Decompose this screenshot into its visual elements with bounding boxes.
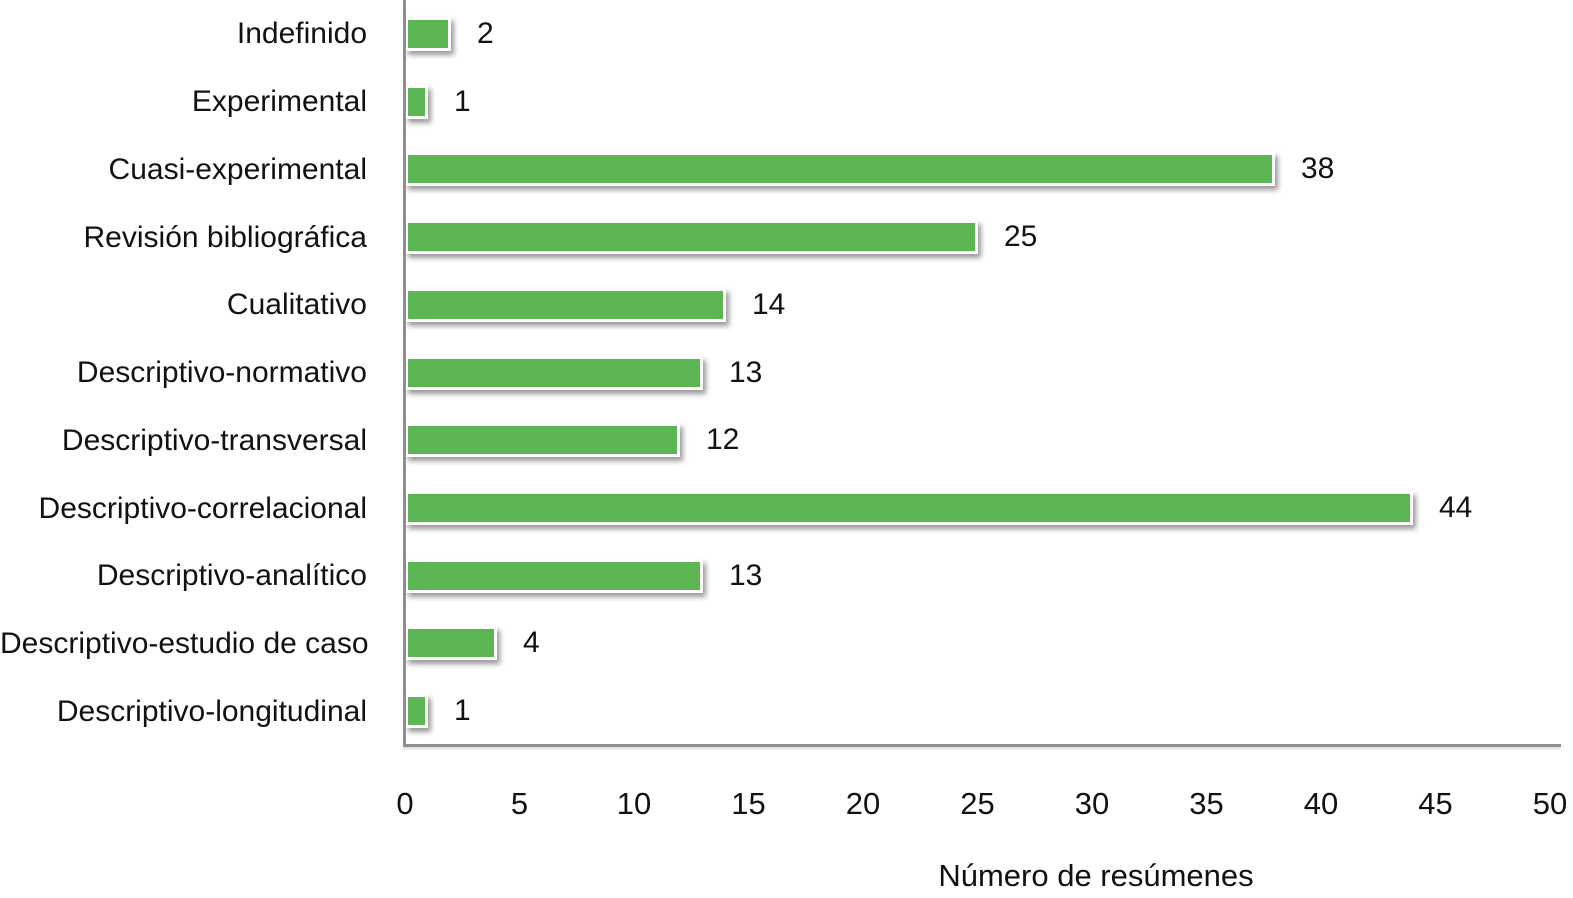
- x-tick-label: 25: [960, 786, 995, 821]
- bar: [405, 626, 497, 661]
- x-tick-label: 5: [510, 786, 529, 821]
- y-axis-line: [403, 0, 406, 747]
- bar: [405, 423, 680, 458]
- bar-track: 14: [405, 271, 1573, 339]
- category-label: Descriptivo-transversal: [61, 423, 367, 457]
- category-label: Indefinido: [236, 17, 367, 51]
- bar-track: 2: [405, 0, 1573, 68]
- category-label: Descriptivo-estudio de caso: [0, 626, 369, 660]
- x-tick-label: 35: [1189, 786, 1224, 821]
- bar-row: Cuasi-experimental 38: [0, 135, 1573, 203]
- category-label: Descriptivo-analítico: [96, 559, 367, 593]
- value-label: 13: [729, 558, 763, 592]
- x-axis-ticks: 0 5 10 15 20 25 30 35 40 45 50: [0, 786, 1573, 826]
- value-label: 38: [1301, 152, 1335, 186]
- category-label: Experimental: [191, 85, 367, 119]
- value-label: 12: [706, 423, 740, 457]
- value-label: 44: [1439, 491, 1473, 524]
- bar: [405, 84, 428, 119]
- chart-rows: Indefinido 2 Experimental 1 Cuasi-experiment…: [0, 0, 1573, 745]
- x-tick-label: 50: [1532, 786, 1568, 821]
- x-tick-label: 40: [1303, 786, 1339, 821]
- bar: [405, 491, 1413, 525]
- category-label: Cualitativo: [226, 288, 367, 322]
- bar-row: Descriptivo-correlacional 44: [0, 474, 1573, 542]
- x-tick-label: 10: [616, 786, 652, 821]
- bar: [405, 220, 978, 255]
- bar-row: Descriptivo-analítico 13: [0, 542, 1573, 610]
- bar-track: 25: [405, 203, 1573, 271]
- value-label: 13: [729, 355, 763, 389]
- category-label: Revisión bibliográfica: [83, 220, 367, 254]
- bar-row: Descriptivo-longitudinal 1: [0, 677, 1573, 745]
- category-label: Descriptivo-normativo: [76, 356, 367, 390]
- value-label: 25: [1004, 220, 1038, 254]
- bar: [405, 287, 726, 322]
- bar-track: 38: [405, 135, 1573, 203]
- x-axis-line: [403, 744, 1561, 747]
- bar-row: Descriptivo-estudio de caso 4: [0, 610, 1573, 678]
- x-tick-label: 30: [1074, 786, 1110, 821]
- bar-row: Cualitativo 14: [0, 271, 1573, 339]
- value-label: 1: [454, 84, 471, 118]
- value-label: 14: [752, 287, 786, 321]
- bar: [405, 355, 703, 390]
- bar-row: Indefinido 2: [0, 0, 1573, 68]
- bar: [405, 694, 428, 729]
- bar-track: 4: [405, 610, 1573, 678]
- bar-row: Descriptivo-transversal 12: [0, 406, 1573, 474]
- bar-track: 12: [405, 406, 1573, 474]
- x-tick-label: 20: [845, 786, 881, 821]
- bar: [405, 16, 451, 51]
- bar: [405, 558, 703, 593]
- value-label: 2: [477, 16, 494, 50]
- bar-track: 44: [405, 474, 1573, 542]
- bar-track: 1: [405, 68, 1573, 136]
- bar: [405, 152, 1275, 187]
- bar-row: Experimental 1: [0, 68, 1573, 136]
- x-tick-label: 45: [1418, 786, 1453, 821]
- category-label: Descriptivo-longitudinal: [56, 694, 367, 728]
- bar-row: Revisión bibliográfica 25: [0, 203, 1573, 271]
- category-label: Descriptivo-correlacional: [38, 491, 367, 525]
- x-axis-title: Número de resúmenes: [938, 858, 1254, 893]
- x-tick-label: 15: [731, 786, 766, 821]
- bar-row: Descriptivo-normativo 13: [0, 339, 1573, 407]
- bar-track: 13: [405, 542, 1573, 610]
- value-label: 1: [454, 694, 471, 728]
- category-label: Cuasi-experimental: [108, 152, 367, 186]
- bar-track: 13: [405, 339, 1573, 407]
- x-tick-label: 0: [396, 786, 414, 821]
- bar-track: 1: [405, 677, 1573, 745]
- value-label: 4: [523, 626, 540, 660]
